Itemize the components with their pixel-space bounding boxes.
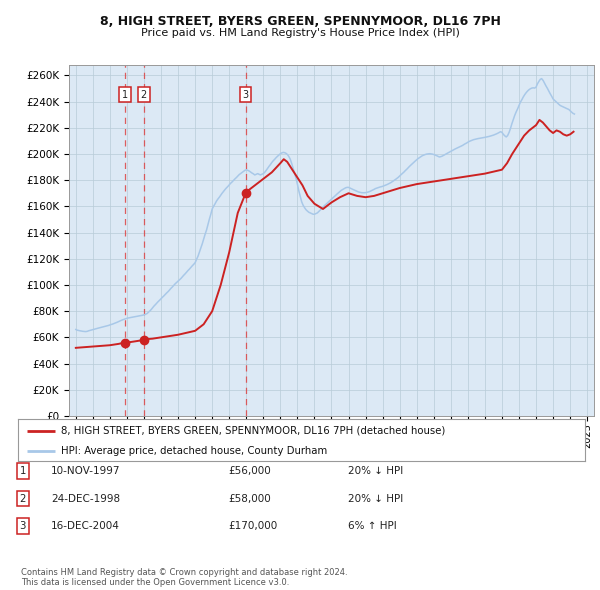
Text: 8, HIGH STREET, BYERS GREEN, SPENNYMOOR, DL16 7PH: 8, HIGH STREET, BYERS GREEN, SPENNYMOOR,… <box>100 15 500 28</box>
Text: £56,000: £56,000 <box>228 466 271 476</box>
Text: Contains HM Land Registry data © Crown copyright and database right 2024.
This d: Contains HM Land Registry data © Crown c… <box>21 568 347 587</box>
Text: 20% ↓ HPI: 20% ↓ HPI <box>348 494 403 503</box>
Text: 1: 1 <box>122 90 128 100</box>
Text: £58,000: £58,000 <box>228 494 271 503</box>
Text: 20% ↓ HPI: 20% ↓ HPI <box>348 466 403 476</box>
Text: 8, HIGH STREET, BYERS GREEN, SPENNYMOOR, DL16 7PH (detached house): 8, HIGH STREET, BYERS GREEN, SPENNYMOOR,… <box>61 426 445 436</box>
Text: 3: 3 <box>20 522 26 531</box>
Text: 2: 2 <box>140 90 147 100</box>
Text: 16-DEC-2004: 16-DEC-2004 <box>51 522 120 531</box>
Text: 2: 2 <box>20 494 26 503</box>
Text: 10-NOV-1997: 10-NOV-1997 <box>51 466 121 476</box>
Text: Price paid vs. HM Land Registry's House Price Index (HPI): Price paid vs. HM Land Registry's House … <box>140 28 460 38</box>
Text: £170,000: £170,000 <box>228 522 277 531</box>
Text: 6% ↑ HPI: 6% ↑ HPI <box>348 522 397 531</box>
Text: 3: 3 <box>242 90 248 100</box>
Text: 1: 1 <box>20 466 26 476</box>
Text: HPI: Average price, detached house, County Durham: HPI: Average price, detached house, Coun… <box>61 446 327 455</box>
Text: 24-DEC-1998: 24-DEC-1998 <box>51 494 120 503</box>
